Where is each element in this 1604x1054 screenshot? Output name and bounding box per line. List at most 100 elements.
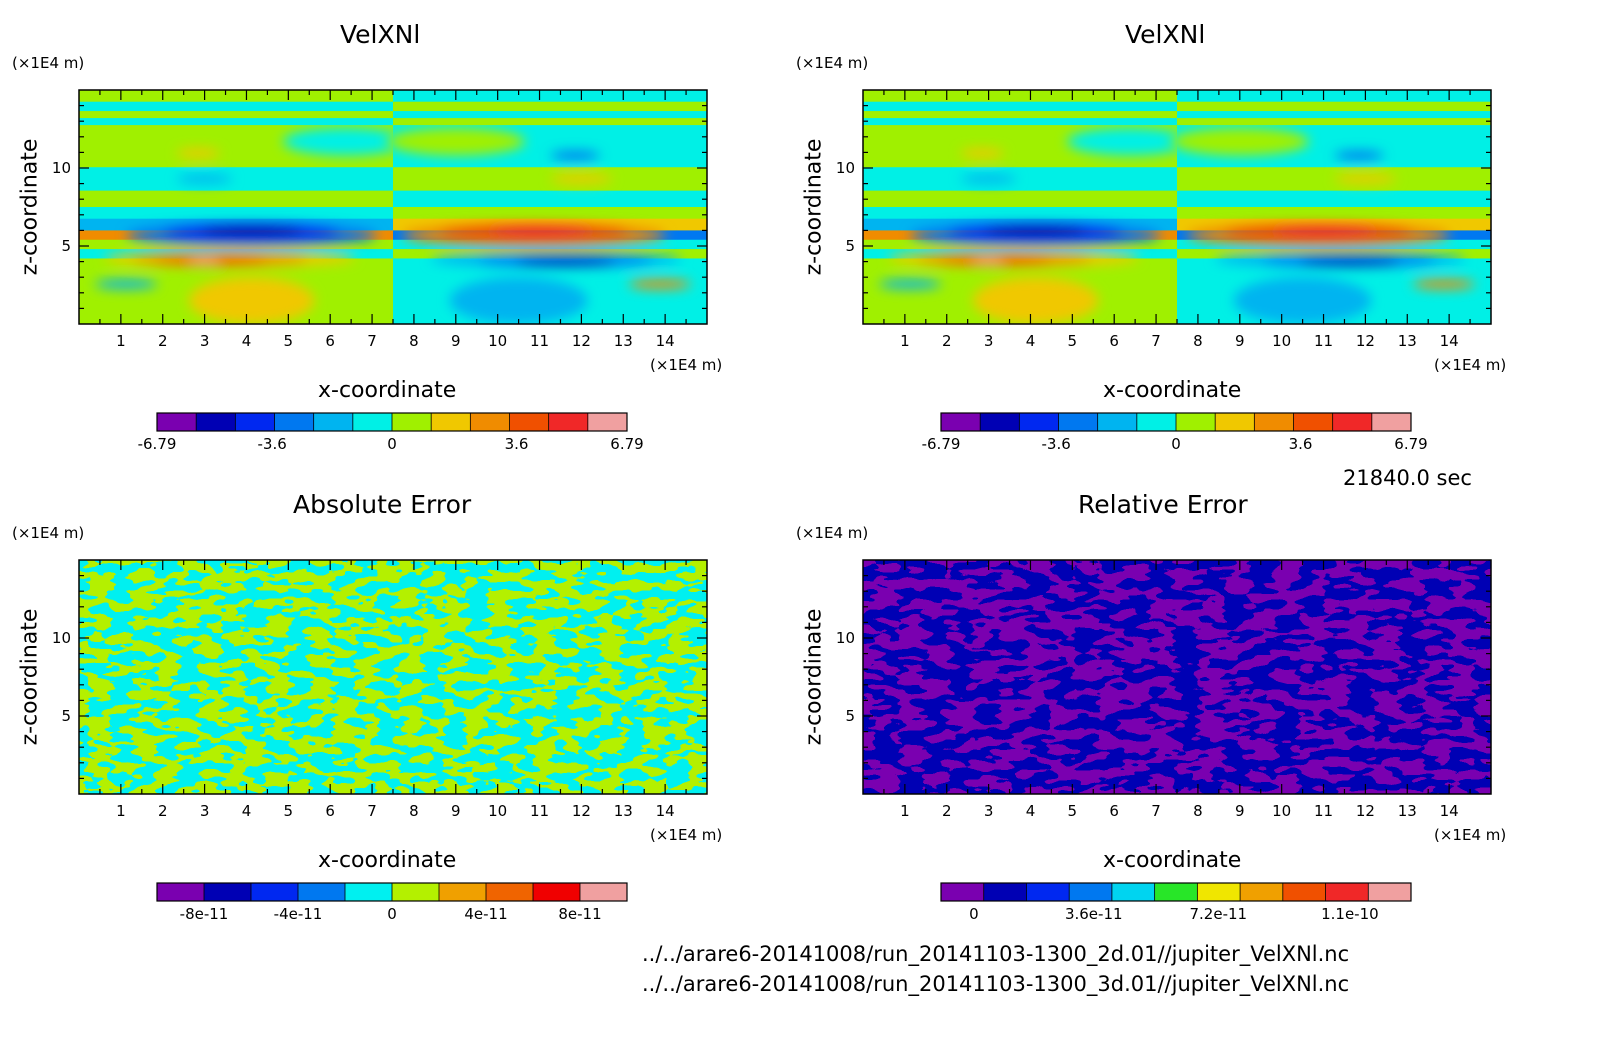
y-tick-label: 5 (61, 707, 71, 725)
colorbar-swatch (941, 413, 981, 431)
colorbar-swatch (196, 413, 236, 431)
field-blob (188, 277, 315, 324)
x-tick-label: 1 (116, 332, 126, 350)
panel-title: Relative Error (1078, 490, 1248, 519)
y-tick-label: 5 (845, 237, 855, 255)
x-tick-label: 4 (242, 332, 252, 350)
x-tick-label: 7 (1151, 802, 1161, 820)
field-blobs (878, 127, 1193, 324)
field-blob (1334, 174, 1397, 184)
colorbar-swatch (392, 413, 432, 431)
colorbar-tick-label: 3.6 (505, 435, 529, 453)
field-band (863, 118, 1177, 127)
x-tick-label: 7 (1151, 332, 1161, 350)
colorbar-tick-label: 8e-11 (558, 905, 601, 923)
field-blobs (386, 127, 692, 324)
x-tick-label: 13 (1398, 802, 1417, 820)
x-tick-label: 9 (451, 802, 461, 820)
field-blob (985, 225, 1086, 238)
x-tick-label: 7 (367, 802, 377, 820)
colorbar-tick-label: 0 (387, 435, 397, 453)
colorbar-swatch (941, 883, 985, 901)
field-band (863, 111, 1177, 120)
colorbar-swatch (533, 883, 581, 901)
field-band (393, 118, 707, 127)
field-blob (550, 150, 601, 161)
colorbar-tick-label: 3.6 (1289, 435, 1313, 453)
x-tick-label: 4 (1026, 802, 1036, 820)
field-band (1177, 167, 1491, 192)
field-blob (449, 277, 588, 324)
plot-area (79, 90, 707, 324)
field-blob (1274, 225, 1375, 238)
colorbar-tick-label: 6.79 (610, 435, 643, 453)
panel-title: VelXNl (340, 20, 421, 49)
colorbar-swatch (983, 883, 1027, 901)
field-band (79, 111, 393, 120)
field-blob (1299, 257, 1400, 267)
x-unit-label: (×1E4 m) (650, 356, 723, 374)
field-band (79, 190, 393, 208)
x-tick-label: 5 (1068, 802, 1078, 820)
colorbar-tick-label: 0 (387, 905, 397, 923)
field-blob (1170, 127, 1309, 156)
x-tick-label: 12 (1356, 332, 1375, 350)
field-blob (960, 174, 1017, 184)
colorbar-tick-label: -6.79 (922, 435, 961, 453)
x-tick-label: 9 (1235, 802, 1245, 820)
x-tick-label: 11 (530, 802, 549, 820)
x-tick-label: 11 (1314, 332, 1333, 350)
x-tick-label: 3 (200, 332, 210, 350)
x-tick-label: 10 (1272, 802, 1291, 820)
x-tick-label: 5 (1068, 332, 1078, 350)
field-band (863, 90, 1177, 103)
x-tick-label: 13 (1398, 332, 1417, 350)
colorbar-tick-label: 0 (969, 905, 979, 923)
y-tick-label: 10 (836, 629, 855, 647)
colorbar-swatch (1069, 883, 1113, 901)
colorbar-swatch (352, 413, 393, 431)
y-axis-label: z-coordinate (17, 608, 43, 746)
colorbar-swatch (1176, 413, 1216, 431)
x-tick-label: 14 (1440, 802, 1459, 820)
x-tick-label: 4 (1026, 332, 1036, 350)
field-band (79, 207, 393, 220)
field-band (393, 207, 707, 220)
heatmap-field (79, 560, 707, 794)
x-tick-label: 2 (942, 332, 952, 350)
x-unit-label: (×1E4 m) (1434, 356, 1507, 374)
y-axis-label: z-coordinate (801, 608, 827, 746)
panel-title: VelXNl (1125, 20, 1206, 49)
x-tick-label: 6 (325, 802, 335, 820)
x-tick-label: 2 (158, 332, 168, 350)
colorbar-swatch (431, 413, 471, 431)
colorbar-swatch (1026, 883, 1070, 901)
colorbar-swatch (439, 883, 487, 901)
field-blob (628, 279, 692, 289)
time-label: 21840.0 sec (1343, 466, 1472, 490)
field-blob (1412, 279, 1476, 289)
colorbar-swatch (1368, 883, 1412, 901)
x-tick-label: 10 (488, 802, 507, 820)
x-tick-label: 8 (1193, 332, 1203, 350)
field-blob (176, 148, 221, 158)
field-blob (878, 279, 942, 289)
y-axis-label: z-coordinate (17, 138, 43, 276)
field-blob (972, 277, 1099, 324)
y-tick-label: 10 (52, 629, 71, 647)
colorbar-swatch (157, 413, 197, 431)
y-unit-label: (×1E4 m) (12, 524, 85, 542)
colorbar-swatch (1282, 883, 1327, 901)
colorbar-swatch (1111, 883, 1156, 901)
field-blob (188, 258, 221, 264)
x-tick-label: 3 (984, 802, 994, 820)
colorbar-swatch (1215, 413, 1255, 431)
colorbar-swatch (1019, 413, 1059, 431)
x-tick-label: 6 (1109, 332, 1119, 350)
x-tick-label: 6 (1109, 802, 1119, 820)
x-tick-label: 9 (1235, 332, 1245, 350)
x-tick-label: 1 (116, 802, 126, 820)
colorbar-swatch (204, 883, 252, 901)
colorbar-swatch (274, 413, 315, 431)
x-tick-label: 3 (984, 332, 994, 350)
